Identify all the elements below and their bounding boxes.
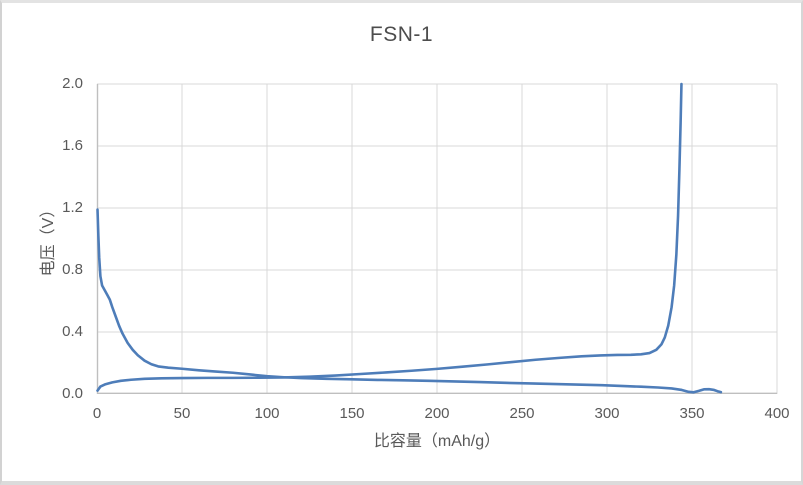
x-tick-label: 100 bbox=[254, 405, 280, 422]
x-tick-label: 50 bbox=[173, 405, 191, 422]
x-tick-label: 250 bbox=[509, 405, 535, 422]
y-tick-label: 0.8 bbox=[62, 261, 83, 278]
x-tick-label: 350 bbox=[679, 405, 705, 422]
voltage-capacity-curves bbox=[96, 82, 778, 394]
x-tick-label: 200 bbox=[424, 405, 450, 422]
x-axis-title: 比容量（mAh/g） bbox=[373, 433, 501, 450]
x-tick-label: 150 bbox=[339, 405, 365, 422]
plot-area bbox=[96, 82, 778, 394]
charge-curve bbox=[96, 82, 683, 392]
y-tick-label: 0.0 bbox=[62, 385, 83, 402]
chart-title: FSN-1 bbox=[369, 23, 434, 46]
x-tick-label: 400 bbox=[764, 405, 790, 422]
discharge-curve bbox=[96, 208, 723, 394]
x-tick-label: 300 bbox=[594, 405, 620, 422]
y-tick-label: 1.6 bbox=[62, 137, 83, 154]
y-tick-label: 2.0 bbox=[62, 75, 83, 92]
x-tick-label: 0 bbox=[92, 405, 102, 422]
y-tick-label: 0.4 bbox=[62, 323, 83, 340]
y-tick-label: 1.2 bbox=[62, 199, 83, 216]
